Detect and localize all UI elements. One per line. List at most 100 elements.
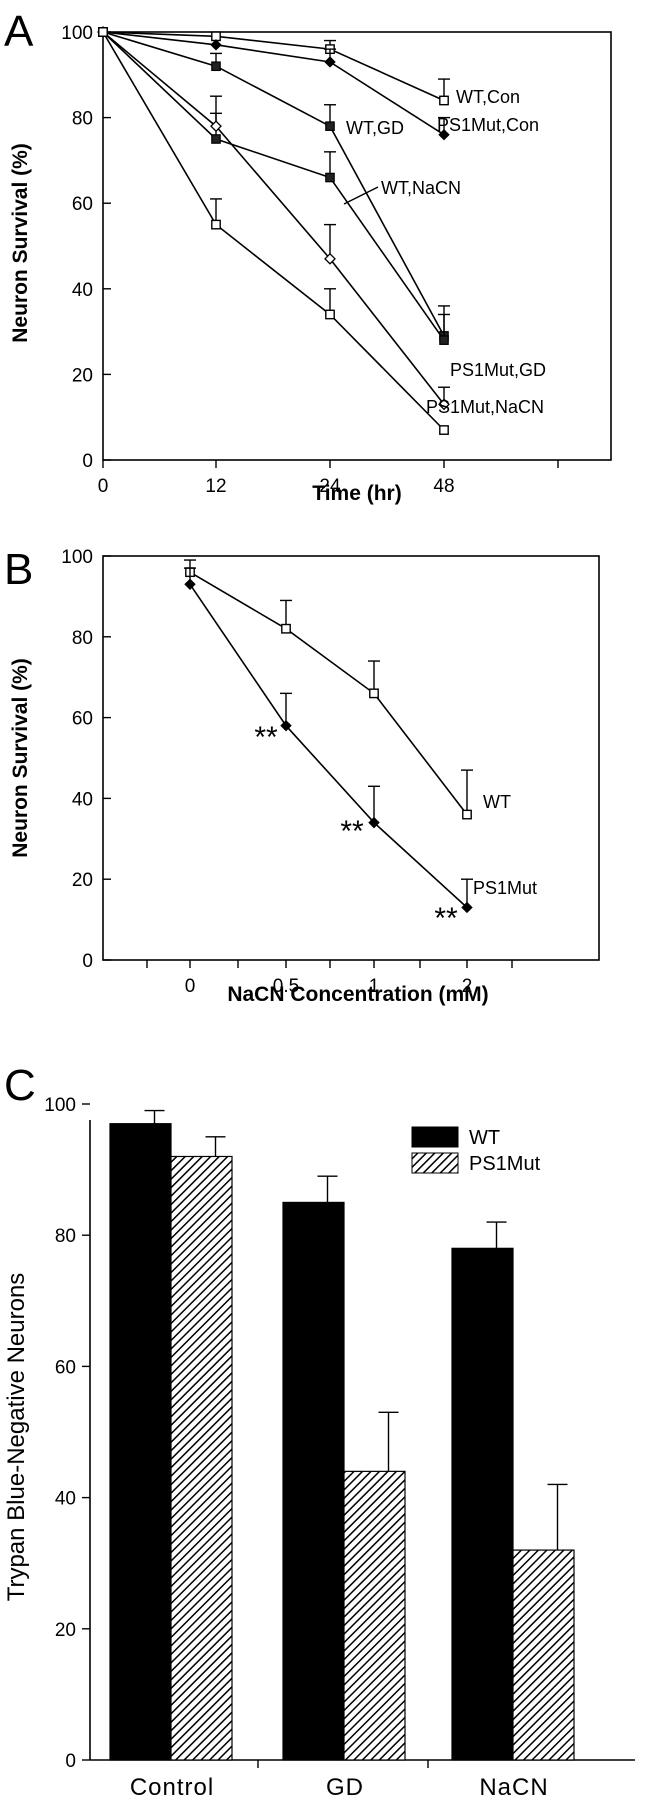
data-point (461, 901, 473, 914)
panel-a-letter: A (4, 7, 34, 56)
data-point (438, 398, 450, 411)
significance-marker: ** (434, 902, 458, 935)
data-point (462, 809, 472, 820)
series-ps1mut-nacn: PS1Mut,NaCN (98, 27, 544, 435)
data-point (211, 61, 221, 72)
series-line (102, 31, 445, 431)
panel-b-series: WT PS1Mut (184, 559, 537, 914)
data-point (439, 335, 449, 345)
data-point (324, 56, 336, 68)
series-label: WT,Con (456, 87, 520, 107)
data-point (184, 578, 196, 590)
bar-gd-wt (282, 1201, 345, 1761)
y-tick-label: 0 (82, 951, 93, 972)
series-ps1mut: PS1Mut (184, 567, 537, 914)
data-point (281, 623, 291, 634)
panel-c-bars (109, 1109, 575, 1761)
panel-c-letter: C (4, 1061, 36, 1110)
x-tick-label: 2 (462, 976, 473, 997)
panel-c-x-axis: Control GD NaCN (130, 1774, 548, 1800)
panel-a-series: WT,Con PS1Mut,Con WT,GD WT,NaCN PS1Mut,GD PS1… (97, 26, 546, 435)
significance-marker: ** (254, 721, 278, 754)
y-tick-label: 20 (55, 1620, 76, 1641)
series-line (102, 31, 445, 405)
data-point (368, 816, 380, 829)
series-label: PS1Mut,NaCN (426, 397, 544, 417)
series-label: WT,NaCN (381, 178, 461, 198)
data-point (325, 121, 335, 131)
series-line (189, 583, 468, 909)
legend-swatch-wt (411, 1126, 459, 1148)
panel-b-annotations: ** ** ** (254, 721, 458, 935)
legend-swatch-ps1mut (411, 1152, 459, 1174)
series-line (102, 31, 445, 337)
panel-a-y-axis: 0 20 40 60 80 100 (61, 23, 111, 472)
data-point (280, 719, 292, 732)
bar-gd-ps1mut (343, 1470, 406, 1761)
panel-a-y-axis-label: Neuron Survival (%) (9, 143, 32, 343)
panel-c: C 0 20 40 60 80 100 Control GD NaCN Trypan Blue… (3, 1061, 635, 1800)
x-tick-label: 0 (185, 976, 196, 997)
x-tick-label: 12 (205, 476, 226, 497)
series-wt-con: WT,Con (98, 27, 520, 107)
bar-control-wt (109, 1123, 172, 1761)
series-label: WT,GD (346, 118, 404, 138)
y-tick-label: 80 (72, 628, 93, 649)
x-tick-label: 1 (369, 976, 380, 997)
data-point (211, 219, 221, 230)
data-point (439, 425, 449, 435)
category-label: NaCN (479, 1774, 548, 1800)
series-line (102, 31, 445, 341)
panel-c-y-axis-label: Trypan Blue-Negative Neurons (3, 1273, 30, 1602)
y-tick-label: 40 (72, 280, 93, 301)
x-tick-label: 0.5 (273, 976, 299, 997)
data-point (211, 134, 221, 144)
panel-b-letter: B (4, 545, 33, 594)
panel-a-plot-frame (102, 31, 612, 461)
y-tick-label: 40 (55, 1489, 76, 1510)
series-wt (109, 1109, 514, 1761)
y-axis-label-text: Trypan Blue-Negative Neurons (3, 1273, 30, 1602)
series-line (102, 31, 445, 136)
y-tick-label: 100 (61, 23, 93, 44)
data-point (98, 27, 108, 37)
series-line (189, 571, 468, 816)
bar-control-ps1mut (170, 1155, 233, 1761)
series-ps1mut-gd: PS1Mut,GD (97, 26, 546, 411)
bar-nacn-wt (451, 1247, 514, 1761)
series-label-leader (343, 186, 379, 205)
x-tick-label: 24 (319, 476, 341, 497)
series-label: WT (483, 792, 511, 812)
panel-c-legend: WT PS1Mut (411, 1126, 541, 1175)
series-line (102, 31, 445, 102)
data-point (369, 688, 379, 699)
y-tick-label: 100 (61, 547, 93, 568)
bar-nacn-ps1mut (512, 1549, 575, 1761)
series-label: PS1Mut,GD (450, 360, 546, 380)
y-tick-label: 40 (72, 789, 93, 810)
data-point (210, 120, 222, 133)
data-point (325, 309, 335, 320)
category-label: Control (130, 1774, 214, 1800)
y-tick-label: 100 (44, 1095, 76, 1116)
y-tick-label: 60 (72, 194, 93, 215)
data-point (325, 172, 335, 183)
panel-b-plot-frame (102, 555, 600, 961)
series-wt: WT (184, 559, 511, 820)
series-label: PS1Mut (473, 878, 537, 898)
panel-b: B 0 20 40 60 80 100 0 0.5 1 2 WT PS1Mut ** ** ** Ne… (4, 545, 600, 1006)
y-tick-label: 20 (72, 365, 93, 386)
panel-b-y-axis: 0 20 40 60 80 100 (61, 547, 111, 972)
y-tick-label: 60 (72, 709, 93, 730)
legend-label: WT (469, 1127, 500, 1149)
series-ps1mut (170, 1136, 575, 1761)
panel-c-y-axis: 0 20 40 60 80 100 (44, 1095, 429, 1772)
panel-b-y-axis-label: Neuron Survival (%) (9, 658, 32, 858)
x-tick-label: 0 (98, 476, 109, 497)
data-point (439, 95, 449, 106)
y-tick-label: 0 (82, 451, 93, 472)
panel-a-x-axis-label: Time (hr) (312, 482, 401, 505)
x-tick-label: 48 (433, 476, 454, 497)
